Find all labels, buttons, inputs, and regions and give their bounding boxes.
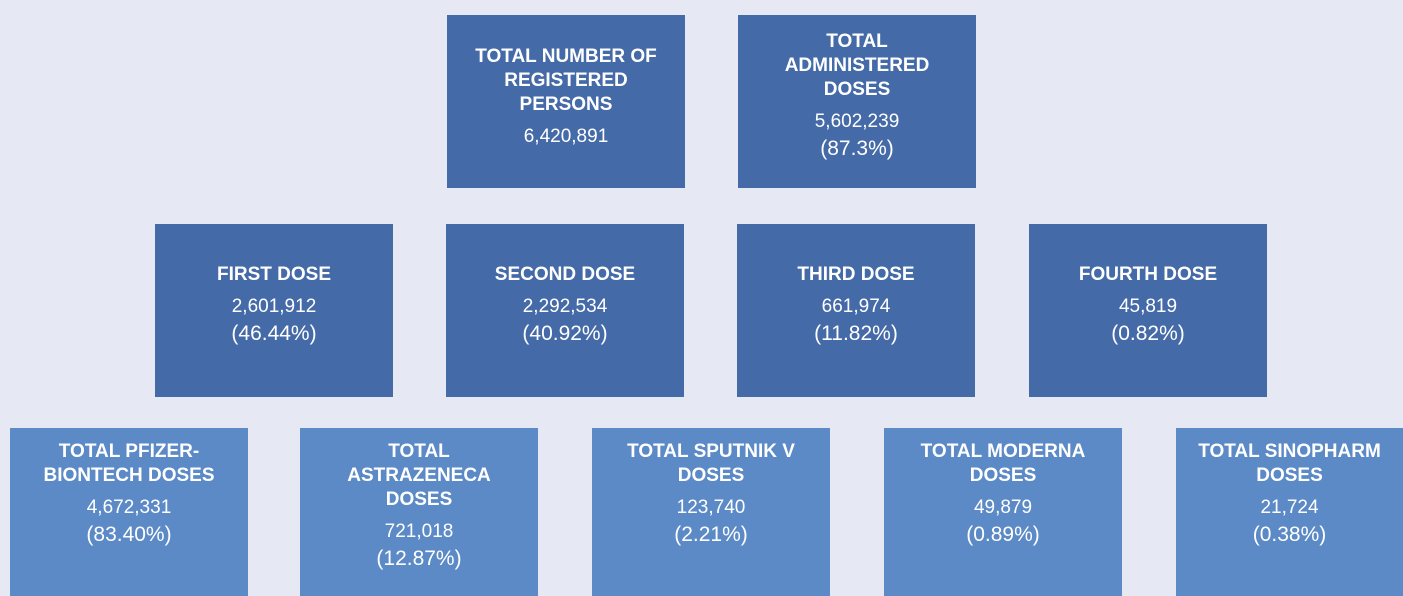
box-percent: (11.82%) (814, 321, 898, 345)
box-percent: (83.40%) (86, 523, 172, 546)
box-percent: (46.44%) (231, 321, 317, 345)
box-percent: (0.89%) (966, 523, 1040, 546)
box-percent: (12.87%) (376, 547, 462, 570)
stat-box: TOTAL PFIZER-BIONTECH DOSES 4,672,331 (83.… (10, 428, 248, 596)
box-title: TOTAL SPUTNIK V DOSES (627, 441, 795, 486)
box-percent: (2.21%) (674, 523, 748, 546)
stat-box: TOTAL MODERNA DOSES 49,879 (0.89%) (884, 428, 1122, 596)
box-title: FIRST DOSE (216, 263, 331, 285)
box-percent: (87.3%) (820, 136, 894, 160)
box-percent: (0.82%) (1111, 321, 1185, 345)
box-value: 21,724 (1260, 497, 1319, 518)
box-value: 2,292,534 (522, 295, 608, 317)
stat-box: FIRST DOSE 2,601,912 (46.44%) (155, 224, 393, 397)
box-value: 2,601,912 (231, 295, 317, 317)
box-value: 721,018 (384, 521, 454, 542)
box-value: 661,974 (821, 295, 891, 317)
box-title: SECOND DOSE (494, 263, 636, 285)
box-title: TOTAL PFIZER-BIONTECH DOSES (43, 441, 215, 486)
box-title: TOTAL ASTRAZENECA DOSES (347, 441, 491, 510)
stat-box: TOTAL SPUTNIK V DOSES 123,740 (2.21%) (592, 428, 830, 596)
box-value: 4,672,331 (86, 497, 172, 518)
box-value: 123,740 (676, 497, 746, 518)
box-title: TOTAL NUMBER OF REGISTERED PERSONS (475, 45, 657, 115)
box-title: TOTAL MODERNA DOSES (920, 441, 1086, 486)
stat-box: TOTAL SINOPHARM DOSES 21,724 (0.38%) (1176, 428, 1403, 596)
box-title: THIRD DOSE (797, 263, 915, 285)
box-title: TOTAL ADMINISTERED DOSES (784, 30, 930, 100)
box-value: 6,420,891 (523, 125, 609, 147)
stat-box: SECOND DOSE 2,292,534 (40.92%) (446, 224, 684, 397)
stat-box: TOTAL ADMINISTERED DOSES 5,602,239 (87.3%) (738, 15, 976, 188)
box-title: TOTAL SINOPHARM DOSES (1198, 441, 1381, 486)
stat-box: TOTAL NUMBER OF REGISTERED PERSONS 6,420,… (447, 15, 685, 188)
box-value: 5,602,239 (814, 110, 900, 132)
stat-box: TOTAL ASTRAZENECA DOSES 721,018 (12.87%) (300, 428, 538, 596)
box-percent: (0.38%) (1252, 523, 1327, 546)
box-value: 45,819 (1118, 295, 1178, 317)
box-title: FOURTH DOSE (1078, 263, 1218, 285)
stat-box: THIRD DOSE 661,974 (11.82%) (737, 224, 975, 397)
stat-box: FOURTH DOSE 45,819 (0.82%) (1029, 224, 1267, 397)
box-percent: (40.92%) (522, 321, 608, 345)
box-value: 49,879 (973, 497, 1033, 518)
